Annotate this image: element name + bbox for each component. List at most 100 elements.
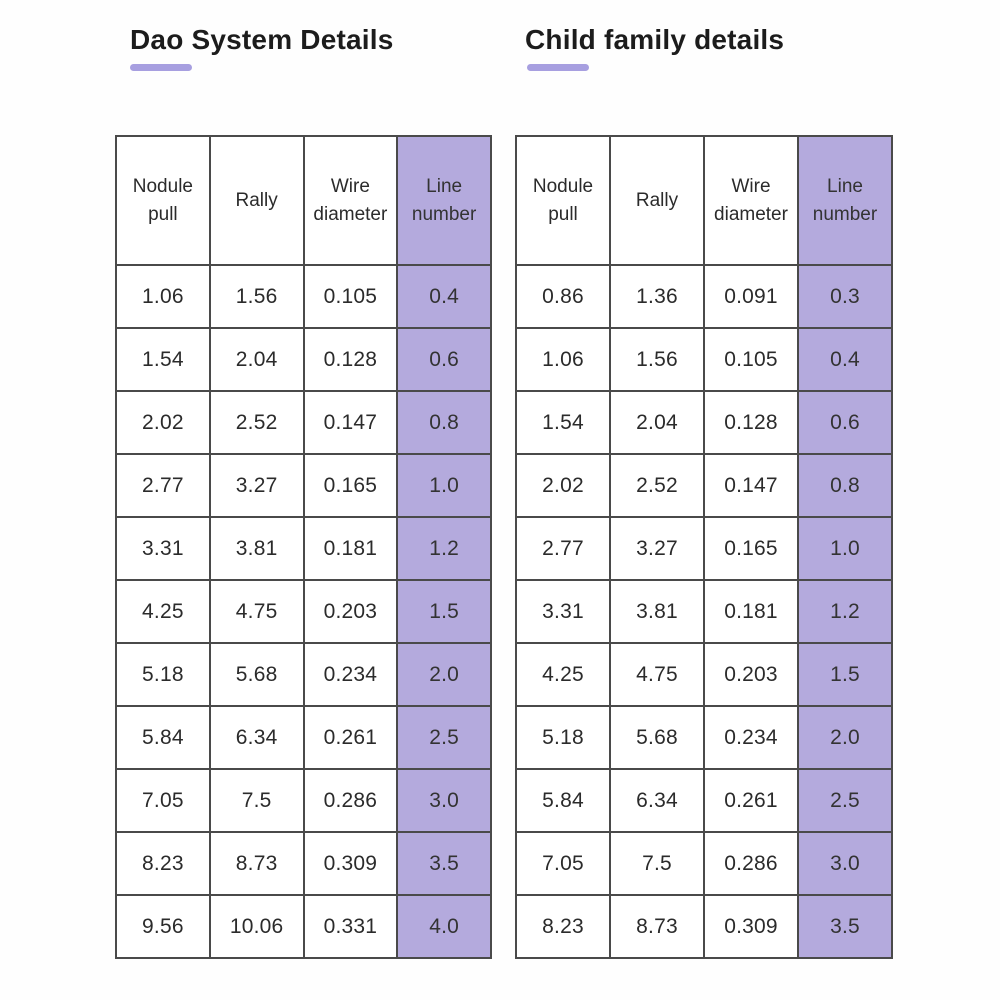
column-header-rally: Rally <box>208 135 305 266</box>
table-cell: 2.04 <box>208 327 305 392</box>
table-cell: 3.81 <box>609 579 705 644</box>
table-cell: 0.4 <box>797 327 893 392</box>
table-cell: 0.128 <box>302 327 399 392</box>
table-cell: 3.27 <box>609 516 705 581</box>
table-row: 2.77 3.27 0.165 1.0 <box>115 453 492 518</box>
table-cell: 0.234 <box>302 642 399 707</box>
table-row: 1.06 1.56 0.105 0.4 <box>515 327 893 392</box>
table-cell: 7.5 <box>208 768 305 833</box>
table-cell: 8.73 <box>609 894 705 959</box>
table-cell: 3.5 <box>797 894 893 959</box>
table-cell: 2.04 <box>609 390 705 455</box>
table-cell: 1.5 <box>797 642 893 707</box>
child-family-title-underline <box>527 64 589 71</box>
table-cell: 2.5 <box>797 768 893 833</box>
table-cell: 2.02 <box>115 390 211 455</box>
table-cell: 1.2 <box>797 579 893 644</box>
table-cell: 2.77 <box>115 453 211 518</box>
table-cell: 5.18 <box>115 642 211 707</box>
table-row: 3.31 3.81 0.181 1.2 <box>115 516 492 581</box>
table-cell: 0.3 <box>797 264 893 329</box>
table-cell: 0.203 <box>703 642 799 707</box>
dao-system-title-underline <box>130 64 192 71</box>
table-cell: 0.286 <box>703 831 799 896</box>
table-cell: 1.5 <box>396 579 492 644</box>
table-cell: 0.091 <box>703 264 799 329</box>
table-cell: 5.68 <box>208 642 305 707</box>
table-cell: 7.05 <box>115 768 211 833</box>
table-row: 1.54 2.04 0.128 0.6 <box>515 390 893 455</box>
table-cell: 7.05 <box>515 831 611 896</box>
table-cell: 0.309 <box>302 831 399 896</box>
table-cell: 0.8 <box>797 453 893 518</box>
table-cell: 0.147 <box>302 390 399 455</box>
table-cell: 0.181 <box>703 579 799 644</box>
child-family-table: Nodule pull Rally Wire diameter Line number… <box>515 135 893 959</box>
table-cell: 3.31 <box>115 516 211 581</box>
table-cell: 3.0 <box>797 831 893 896</box>
column-header-rally: Rally <box>609 135 705 266</box>
table-cell: 8.23 <box>115 831 211 896</box>
table-cell: 1.56 <box>609 327 705 392</box>
table-cell: 0.105 <box>302 264 399 329</box>
table-cell: 5.68 <box>609 705 705 770</box>
table-cell: 2.52 <box>609 453 705 518</box>
column-header-line-number: Line number <box>396 135 492 266</box>
table-cell: 8.23 <box>515 894 611 959</box>
table-cell: 4.75 <box>208 579 305 644</box>
table-row: 1.06 1.56 0.105 0.4 <box>115 264 492 329</box>
table-cell: 0.105 <box>703 327 799 392</box>
table-row: 9.56 10.06 0.331 4.0 <box>115 894 492 959</box>
dao-system-table-title: Dao System Details <box>130 24 394 55</box>
table-cell: 4.25 <box>115 579 211 644</box>
table-cell: 1.56 <box>208 264 305 329</box>
table-row: 2.77 3.27 0.165 1.0 <box>515 516 893 581</box>
table-cell: 4.25 <box>515 642 611 707</box>
table-row: 5.18 5.68 0.234 2.0 <box>115 642 492 707</box>
table-cell: 10.06 <box>208 894 305 959</box>
table-row: 1.54 2.04 0.128 0.6 <box>115 327 492 392</box>
table-cell: 1.06 <box>115 264 211 329</box>
table-row: 5.84 6.34 0.261 2.5 <box>115 705 492 770</box>
table-cell: 1.54 <box>515 390 611 455</box>
table-row: 7.05 7.5 0.286 3.0 <box>115 768 492 833</box>
table-cell: 3.5 <box>396 831 492 896</box>
table-cell: 3.0 <box>396 768 492 833</box>
table-row: 7.05 7.5 0.286 3.0 <box>515 831 893 896</box>
table-cell: 9.56 <box>115 894 211 959</box>
table-cell: 0.165 <box>703 516 799 581</box>
table-cell: 0.181 <box>302 516 399 581</box>
table-cell: 0.128 <box>703 390 799 455</box>
table-cell: 0.8 <box>396 390 492 455</box>
table-cell: 1.0 <box>396 453 492 518</box>
table-row: 4.25 4.75 0.203 1.5 <box>515 642 893 707</box>
dao-system-table: Nodule pull Rally Wire diameter Line number… <box>115 135 492 959</box>
table-cell: 1.36 <box>609 264 705 329</box>
table-row: 8.23 8.73 0.309 3.5 <box>115 831 492 896</box>
table-cell: 0.6 <box>396 327 492 392</box>
table-cell: 0.86 <box>515 264 611 329</box>
column-header-wire-diameter: Wire diameter <box>703 135 799 266</box>
table-header-row: Nodule pull Rally Wire diameter Line number <box>115 135 492 266</box>
table-cell: 1.54 <box>115 327 211 392</box>
table-cell: 0.6 <box>797 390 893 455</box>
table-cell: 0.261 <box>703 768 799 833</box>
table-cell: 0.286 <box>302 768 399 833</box>
column-header-line-number: Line number <box>797 135 893 266</box>
table-row: 0.86 1.36 0.091 0.3 <box>515 264 893 329</box>
table-header-row: Nodule pull Rally Wire diameter Line number <box>515 135 893 266</box>
table-cell: 1.06 <box>515 327 611 392</box>
table-cell: 6.34 <box>208 705 305 770</box>
table-row: 3.31 3.81 0.181 1.2 <box>515 579 893 644</box>
table-cell: 4.0 <box>396 894 492 959</box>
table-cell: 5.84 <box>115 705 211 770</box>
table-cell: 4.75 <box>609 642 705 707</box>
table-row: 2.02 2.52 0.147 0.8 <box>515 453 893 518</box>
table-cell: 5.18 <box>515 705 611 770</box>
table-cell: 3.31 <box>515 579 611 644</box>
table-cell: 0.147 <box>703 453 799 518</box>
table-cell: 0.234 <box>703 705 799 770</box>
table-row: 4.25 4.75 0.203 1.5 <box>115 579 492 644</box>
table-cell: 2.52 <box>208 390 305 455</box>
table-cell: 0.4 <box>396 264 492 329</box>
